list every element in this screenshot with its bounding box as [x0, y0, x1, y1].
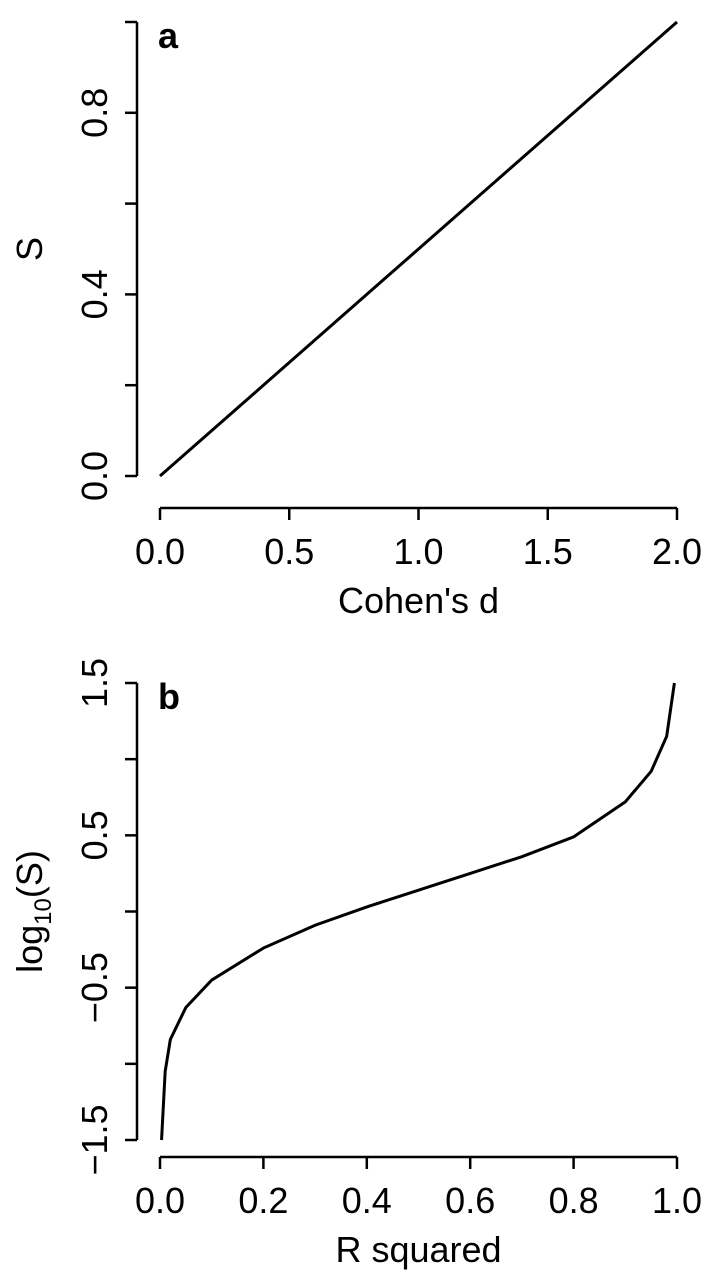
- x-axis-title: R squared: [335, 1229, 501, 1270]
- x-tick-label: 1.0: [652, 1180, 702, 1221]
- y-tick-label: 0.0: [74, 451, 115, 501]
- y-tick-label: 1.5: [74, 658, 115, 708]
- y-tick-label: 0.5: [74, 810, 115, 860]
- x-tick-label: 1.5: [523, 531, 573, 572]
- x-tick-label: 0.5: [264, 531, 314, 572]
- panel-label: a: [158, 15, 179, 56]
- x-tick-label: 0.0: [135, 1180, 185, 1221]
- x-tick-label: 1.0: [393, 531, 443, 572]
- data-line: [159, 20, 678, 478]
- y-tick-label: 0.8: [74, 88, 115, 138]
- y-tick-label: −1.5: [74, 1104, 115, 1175]
- x-tick-label: 0.8: [549, 1180, 599, 1221]
- x-tick-label: 0.0: [135, 531, 185, 572]
- y-axis-title-rest: (S): [9, 850, 50, 898]
- x-tick-label: 0.6: [445, 1180, 495, 1221]
- x-tick-label: 2.0: [652, 531, 702, 572]
- panel-label: b: [158, 676, 180, 717]
- y-tick-label: 0.4: [74, 269, 115, 319]
- y-axis-title: S: [9, 237, 50, 261]
- y-tick-label: −0.5: [74, 952, 115, 1023]
- x-tick-label: 0.4: [342, 1180, 392, 1221]
- x-axis-title: Cohen's d: [338, 580, 499, 621]
- x-tick-label: 0.2: [238, 1180, 288, 1221]
- data-line: [160, 682, 676, 1141]
- y-axis-title: log10(S): [9, 850, 57, 973]
- y-axis-title-subscript: 10: [30, 898, 57, 925]
- y-axis-title-base: log: [9, 925, 50, 973]
